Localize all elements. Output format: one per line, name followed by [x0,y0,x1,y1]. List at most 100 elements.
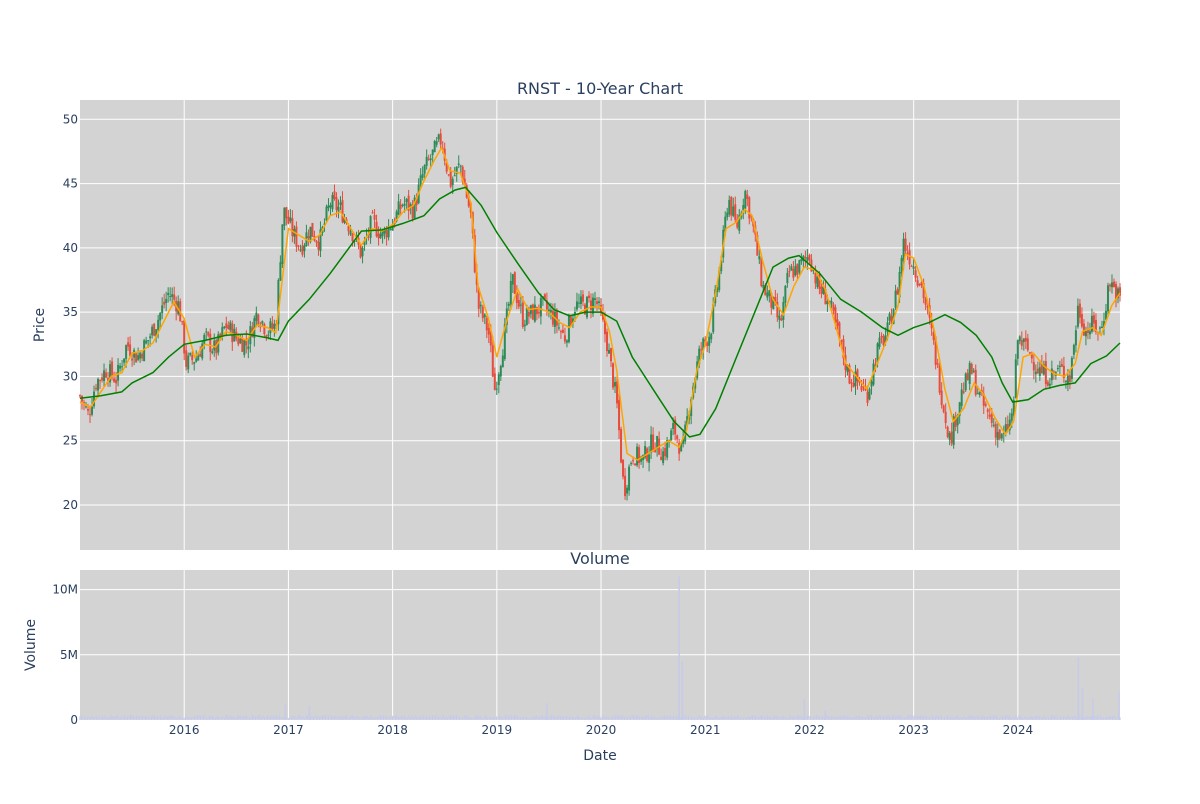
volume-bar [89,716,92,720]
volume-bar [1056,717,1059,720]
candle-body [620,429,623,463]
volume-bar [388,717,391,720]
candle-body [449,170,452,187]
volume-bar [420,716,422,720]
candle-body [1050,368,1053,381]
volume-bar [823,717,825,720]
candle-body [213,340,216,351]
candle-body [537,311,540,314]
candle-body [628,466,631,491]
volume-bar [534,716,536,720]
candle-body [503,323,506,360]
volume-bar [720,716,722,720]
candle-body [535,306,538,315]
volume-bar [521,716,523,720]
volume-bar [199,715,202,720]
volume-bar [570,717,572,720]
volume-bar [696,717,699,720]
date-tick-label: 2023 [898,723,929,737]
candle-body [782,301,785,320]
candle-body [337,206,340,212]
volume-bar [711,717,713,720]
volume-bar [617,715,620,720]
volume-bar [707,714,709,720]
candle-body [876,343,879,364]
volume-bar [304,717,306,720]
candle-body [247,346,250,350]
candle-body [1008,419,1011,431]
volume-bar [567,716,569,720]
volume-bar [869,715,871,720]
volume-bar [327,715,330,720]
volume-bar [945,717,947,720]
volume-bar [190,717,193,720]
volume-bar [609,717,611,720]
volume-bar [250,717,252,720]
volume-bar [981,716,983,720]
candle-body [778,315,781,320]
candle-body [193,362,196,364]
volume-bar [369,715,371,720]
candle-body [439,133,442,145]
candle-body [1110,282,1113,288]
volume-bar [488,717,490,720]
candle-body [734,204,737,220]
volume-bar [917,715,919,720]
volume-bar [95,715,97,720]
volume-bar [1003,717,1005,720]
candle-body [958,402,961,416]
volume-bar [616,715,618,720]
volume-bar [576,715,578,720]
candle-body [796,263,799,275]
volume-bar [429,715,431,720]
candle-body [718,270,721,291]
volume-bar [458,716,460,720]
volume-bar [249,717,251,720]
volume-bar [863,717,865,720]
candle-body [455,166,458,174]
candle-body [842,339,845,359]
volume-bar [341,716,343,720]
candle-body [127,342,130,347]
volume-bar [540,715,542,720]
volume-bar [1007,716,1010,720]
volume-bar [726,717,728,720]
volume-bar [359,717,361,720]
volume-bar [946,715,949,720]
volume-bar [97,717,99,720]
volume-bar [170,715,172,720]
candle-body [1006,424,1009,431]
volume-bar [1059,716,1062,720]
volume-bar [1107,716,1109,720]
volume-bar [85,716,87,720]
volume-bar [970,715,972,720]
volume-bar [989,716,992,720]
candle-body [83,402,86,404]
volume-bar [975,717,977,720]
volume-bar [127,716,129,720]
volume-bar [1013,717,1015,720]
candle-body [481,306,484,319]
candle-body [91,406,94,415]
volume-bar [613,715,615,720]
candle-body [968,363,971,384]
volume-bar [848,717,850,720]
volume-bar [806,715,809,720]
candle-body [319,229,322,252]
volume-bar [1021,716,1023,720]
volume-bar [982,715,984,720]
volume-bar [348,717,350,720]
candle-body [189,353,192,356]
candle-body [868,388,871,400]
volume-bar [347,717,349,720]
volume-bar [683,715,685,720]
volume-bar [426,715,428,720]
candle-body [507,303,510,306]
volume-bar [814,716,816,720]
volume-bar [196,714,199,720]
candle-body [263,323,266,335]
candle-body [1098,327,1101,329]
volume-bar [1046,717,1048,720]
candle-body [493,373,496,390]
candle-body [878,337,881,347]
